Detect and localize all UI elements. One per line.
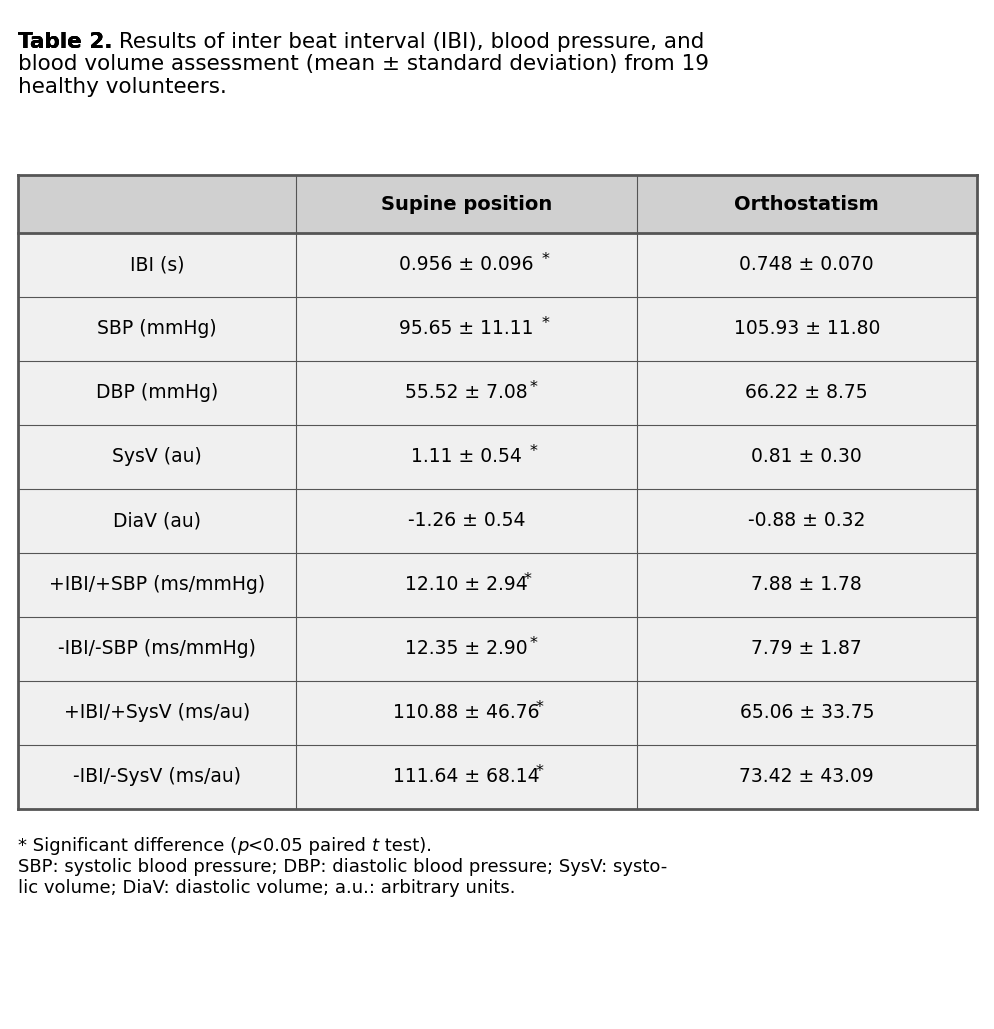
Text: SBP: systolic blood pressure; DBP: diastolic blood pressure; SysV: systo-: SBP: systolic blood pressure; DBP: diast… bbox=[18, 858, 667, 876]
Bar bbox=[18, 617, 296, 681]
Text: SysV (au): SysV (au) bbox=[112, 448, 202, 466]
Text: 65.06 ± 33.75: 65.06 ± 33.75 bbox=[739, 704, 873, 722]
Text: test).: test). bbox=[379, 837, 431, 855]
Text: t: t bbox=[372, 837, 379, 855]
Text: 66.22 ± 8.75: 66.22 ± 8.75 bbox=[745, 384, 867, 402]
Bar bbox=[296, 745, 636, 809]
Text: 95.65 ± 11.11: 95.65 ± 11.11 bbox=[399, 319, 533, 339]
Text: * Significant difference (: * Significant difference ( bbox=[18, 837, 237, 855]
Text: 1.11 ± 0.54: 1.11 ± 0.54 bbox=[411, 448, 521, 466]
Text: +IBI/+SBP (ms/mmHg): +IBI/+SBP (ms/mmHg) bbox=[49, 575, 264, 595]
Bar bbox=[18, 745, 296, 809]
Text: p: p bbox=[237, 837, 248, 855]
Text: DBP (mmHg): DBP (mmHg) bbox=[95, 384, 218, 402]
Text: DiaV (au): DiaV (au) bbox=[113, 511, 201, 531]
Text: *: * bbox=[541, 252, 549, 268]
Bar bbox=[296, 175, 636, 233]
Text: 55.52 ± 7.08: 55.52 ± 7.08 bbox=[405, 384, 527, 402]
Bar bbox=[18, 233, 296, 297]
Bar bbox=[18, 361, 296, 425]
Text: blood volume assessment (mean ± standard deviation) from 19: blood volume assessment (mean ± standard… bbox=[18, 55, 709, 74]
Text: *: * bbox=[535, 765, 543, 779]
Text: healthy volunteers.: healthy volunteers. bbox=[18, 77, 227, 97]
Text: 7.88 ± 1.78: 7.88 ± 1.78 bbox=[750, 575, 861, 595]
Text: p: p bbox=[237, 837, 248, 855]
Bar bbox=[296, 425, 636, 489]
Bar bbox=[296, 553, 636, 617]
Text: 105.93 ± 11.80: 105.93 ± 11.80 bbox=[733, 319, 879, 339]
Text: 111.64 ± 68.14: 111.64 ± 68.14 bbox=[393, 768, 539, 786]
Text: 110.88 ± 46.76: 110.88 ± 46.76 bbox=[393, 704, 539, 722]
Text: SBP (mmHg): SBP (mmHg) bbox=[97, 319, 217, 339]
Bar bbox=[296, 617, 636, 681]
Bar bbox=[296, 681, 636, 745]
Text: 111.64 ± 68.14: 111.64 ± 68.14 bbox=[393, 768, 539, 786]
Text: 0.956 ± 0.096: 0.956 ± 0.096 bbox=[399, 255, 533, 275]
Bar bbox=[296, 489, 636, 553]
Bar bbox=[636, 553, 976, 617]
Bar bbox=[18, 553, 296, 617]
Text: 0.81 ± 0.30: 0.81 ± 0.30 bbox=[750, 448, 861, 466]
Text: 12.10 ± 2.94: 12.10 ± 2.94 bbox=[405, 575, 527, 595]
Text: 55.52 ± 7.08: 55.52 ± 7.08 bbox=[405, 384, 527, 402]
Bar bbox=[636, 297, 976, 361]
Text: 1.11 ± 0.54: 1.11 ± 0.54 bbox=[411, 448, 521, 466]
Text: t: t bbox=[372, 837, 379, 855]
Text: 95.65 ± 11.11: 95.65 ± 11.11 bbox=[399, 319, 533, 339]
Text: *: * bbox=[529, 445, 537, 459]
Text: 12.35 ± 2.90: 12.35 ± 2.90 bbox=[405, 639, 527, 659]
Text: Orthostatism: Orthostatism bbox=[734, 194, 879, 213]
Text: lic volume; DiaV: diastolic volume; a.u.: arbitrary units.: lic volume; DiaV: diastolic volume; a.u.… bbox=[18, 879, 515, 896]
Text: 12.35 ± 2.90: 12.35 ± 2.90 bbox=[405, 639, 527, 659]
Bar bbox=[636, 617, 976, 681]
Text: *: * bbox=[535, 700, 543, 715]
Text: -0.88 ± 0.32: -0.88 ± 0.32 bbox=[747, 511, 865, 531]
Text: 0.748 ± 0.070: 0.748 ± 0.070 bbox=[739, 255, 873, 275]
Bar bbox=[636, 233, 976, 297]
Bar bbox=[18, 681, 296, 745]
Text: 7.79 ± 1.87: 7.79 ± 1.87 bbox=[750, 639, 861, 659]
Text: *: * bbox=[541, 316, 549, 331]
Bar bbox=[296, 233, 636, 297]
Text: -1.26 ± 0.54: -1.26 ± 0.54 bbox=[408, 511, 525, 531]
Bar bbox=[636, 745, 976, 809]
Text: Table 2.: Table 2. bbox=[18, 32, 112, 52]
Text: Table 2.: Table 2. bbox=[18, 32, 112, 52]
Text: 73.42 ± 43.09: 73.42 ± 43.09 bbox=[739, 768, 874, 786]
Text: <0.05 paired: <0.05 paired bbox=[248, 837, 372, 855]
Text: *: * bbox=[523, 572, 531, 588]
Text: 110.88 ± 46.76: 110.88 ± 46.76 bbox=[393, 704, 539, 722]
Bar bbox=[636, 425, 976, 489]
Text: -IBI/-SysV (ms/au): -IBI/-SysV (ms/au) bbox=[73, 768, 241, 786]
Text: Results of inter beat interval (IBI), blood pressure, and: Results of inter beat interval (IBI), bl… bbox=[112, 32, 704, 52]
Bar bbox=[636, 361, 976, 425]
Bar bbox=[636, 489, 976, 553]
Text: -IBI/-SBP (ms/mmHg): -IBI/-SBP (ms/mmHg) bbox=[58, 639, 255, 659]
Text: +IBI/+SysV (ms/au): +IBI/+SysV (ms/au) bbox=[64, 704, 249, 722]
Text: 0.956 ± 0.096: 0.956 ± 0.096 bbox=[399, 255, 533, 275]
Bar bbox=[18, 175, 296, 233]
Bar bbox=[296, 297, 636, 361]
Bar bbox=[18, 425, 296, 489]
Text: <0.05 paired: <0.05 paired bbox=[248, 837, 372, 855]
Text: Table 2.: Table 2. bbox=[18, 32, 112, 52]
Text: 12.10 ± 2.94: 12.10 ± 2.94 bbox=[405, 575, 527, 595]
Bar bbox=[18, 297, 296, 361]
Bar bbox=[296, 361, 636, 425]
Text: IBI (s): IBI (s) bbox=[129, 255, 184, 275]
Text: *: * bbox=[529, 636, 537, 651]
Text: * Significant difference (: * Significant difference ( bbox=[18, 837, 237, 855]
Bar bbox=[18, 489, 296, 553]
Bar bbox=[636, 681, 976, 745]
Text: *: * bbox=[529, 380, 537, 395]
Bar bbox=[636, 175, 976, 233]
Text: Supine position: Supine position bbox=[381, 194, 552, 213]
